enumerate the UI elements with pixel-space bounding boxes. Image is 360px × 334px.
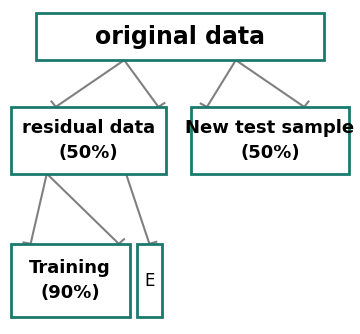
FancyBboxPatch shape bbox=[11, 107, 166, 174]
FancyBboxPatch shape bbox=[11, 244, 130, 317]
Text: E: E bbox=[144, 272, 154, 290]
Text: Training
(90%): Training (90%) bbox=[29, 259, 111, 302]
FancyBboxPatch shape bbox=[191, 107, 349, 174]
FancyBboxPatch shape bbox=[137, 244, 162, 317]
Text: residual data
(50%): residual data (50%) bbox=[22, 119, 155, 162]
FancyBboxPatch shape bbox=[36, 13, 324, 60]
Text: New test sample
(50%): New test sample (50%) bbox=[185, 119, 355, 162]
Text: original data: original data bbox=[95, 25, 265, 49]
